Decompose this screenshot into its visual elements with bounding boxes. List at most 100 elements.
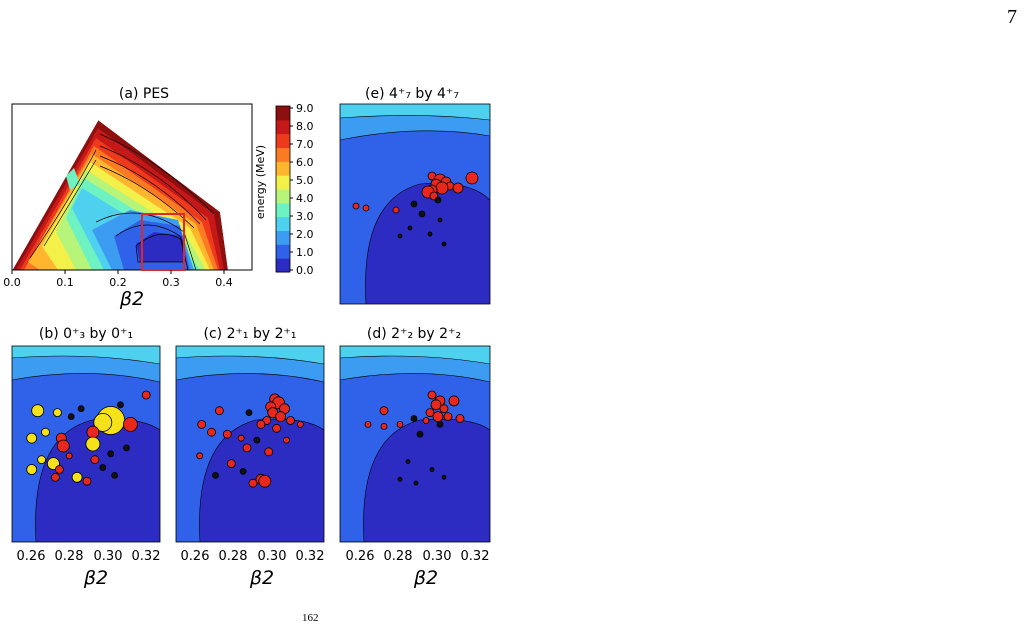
panel-e: (e) 4⁺₇ by 4⁺₇ xyxy=(339,86,491,305)
data-point xyxy=(226,459,236,469)
panel-a-xtick: 0.0 xyxy=(3,276,21,289)
panel-a-xtick: 0.4 xyxy=(215,276,233,289)
data-point xyxy=(71,471,83,483)
data-point xyxy=(418,210,426,218)
xlabel: β2 xyxy=(83,567,108,589)
xtick: 0.32 xyxy=(296,549,325,564)
colorbar-frame xyxy=(275,105,291,273)
colorbar-swatch xyxy=(276,133,290,148)
panel-a-xaxis: 0.0 0.1 0.2 0.3 0.4 β2 xyxy=(3,270,233,310)
data-point xyxy=(396,420,404,428)
colorbar: 9.0 8.0 7.0 6.0 5.0 4.0 3.0 2.0 1.0 0.0 xyxy=(275,102,314,277)
data-point xyxy=(237,434,245,442)
pes-surface xyxy=(12,120,228,270)
colorbar-swatch xyxy=(276,258,290,273)
data-point xyxy=(26,432,38,444)
panel-e-points xyxy=(352,171,479,247)
colorbar-swatch xyxy=(276,147,290,162)
panel-b: (b) 0⁺₃ by 0⁺₁ xyxy=(11,326,161,543)
data-point xyxy=(455,414,465,423)
xtick: 0.28 xyxy=(55,549,84,564)
data-point xyxy=(405,459,411,465)
data-point xyxy=(283,436,290,444)
data-point xyxy=(65,452,73,460)
data-point xyxy=(432,411,444,423)
data-point xyxy=(86,425,100,439)
data-point xyxy=(448,395,460,407)
panel-b-title: (b) 0⁺₃ by 0⁺₁ xyxy=(39,326,133,342)
page-number: 7 xyxy=(1007,6,1017,28)
data-point xyxy=(90,455,100,465)
data-point xyxy=(51,472,60,482)
xtick: 0.26 xyxy=(17,549,46,564)
colorbar-swatch xyxy=(276,119,290,135)
data-point xyxy=(239,467,247,475)
data-point xyxy=(362,204,370,212)
data-point xyxy=(256,419,266,429)
data-point xyxy=(441,474,447,480)
data-point xyxy=(264,447,274,457)
data-point xyxy=(429,467,435,472)
data-point xyxy=(53,408,62,418)
data-point xyxy=(56,439,70,453)
data-point xyxy=(111,471,118,479)
colorbar-tick-label: 1.0 xyxy=(296,246,314,259)
data-point xyxy=(465,171,479,185)
data-point xyxy=(407,225,413,231)
colorbar-tick-label: 4.0 xyxy=(296,192,314,205)
data-point xyxy=(410,415,418,422)
data-point xyxy=(435,181,449,195)
colorbar-swatch xyxy=(276,216,290,231)
xtick: 0.32 xyxy=(132,549,161,564)
colorbar-tick-label: 3.0 xyxy=(296,210,314,223)
data-point xyxy=(430,399,442,411)
panel-a-xlabel: β2 xyxy=(119,288,144,310)
data-point xyxy=(397,476,403,482)
panel-d-title: (d) 2⁺₂ by 2⁺₂ xyxy=(367,326,461,342)
data-point xyxy=(436,420,444,428)
data-point xyxy=(364,420,372,428)
data-point xyxy=(286,416,295,425)
colorbar-tick-label: 9.0 xyxy=(296,102,314,115)
colorbar-tick-label: 8.0 xyxy=(296,120,314,133)
data-point xyxy=(248,478,258,488)
colorbar-label: energy (MeV) xyxy=(254,145,267,219)
data-point xyxy=(196,452,204,460)
data-point xyxy=(117,401,124,409)
xlabel: β2 xyxy=(249,567,274,589)
data-point xyxy=(352,202,360,210)
colorbar-swatch xyxy=(276,175,290,190)
bottom-axis-c: 0.26 0.28 0.30 0.32 β2 xyxy=(181,549,325,589)
panel-a: (a) PES xyxy=(3,86,253,310)
panel-e-surface xyxy=(340,104,490,304)
data-point xyxy=(452,182,464,194)
data-point xyxy=(296,420,304,428)
data-point xyxy=(212,471,219,479)
colorbar-swatch xyxy=(276,106,290,121)
colorbar-swatch xyxy=(276,244,290,259)
data-point xyxy=(85,436,101,452)
panel-a-xtick: 0.3 xyxy=(162,276,180,289)
xtick: 0.30 xyxy=(423,549,452,564)
data-point xyxy=(443,412,453,422)
data-point xyxy=(427,231,433,237)
data-point xyxy=(41,427,50,437)
panel-a-xtick: 0.2 xyxy=(109,276,127,289)
data-point xyxy=(123,444,130,452)
xtick: 0.30 xyxy=(258,549,287,564)
data-point xyxy=(245,409,253,417)
panel-d: (d) 2⁺₂ by 2⁺₂ xyxy=(339,326,491,543)
data-point xyxy=(26,464,38,475)
xlabel: β2 xyxy=(413,567,438,589)
xtick: 0.28 xyxy=(219,549,248,564)
data-point xyxy=(425,408,435,418)
panel-e-title: (e) 4⁺₇ by 4⁺₇ xyxy=(365,86,459,102)
data-point xyxy=(434,196,442,204)
data-point xyxy=(413,480,419,486)
data-point xyxy=(197,419,207,429)
data-point xyxy=(77,405,85,413)
colorbar-swatch xyxy=(276,230,290,245)
data-point xyxy=(397,233,403,239)
data-point xyxy=(272,423,282,433)
